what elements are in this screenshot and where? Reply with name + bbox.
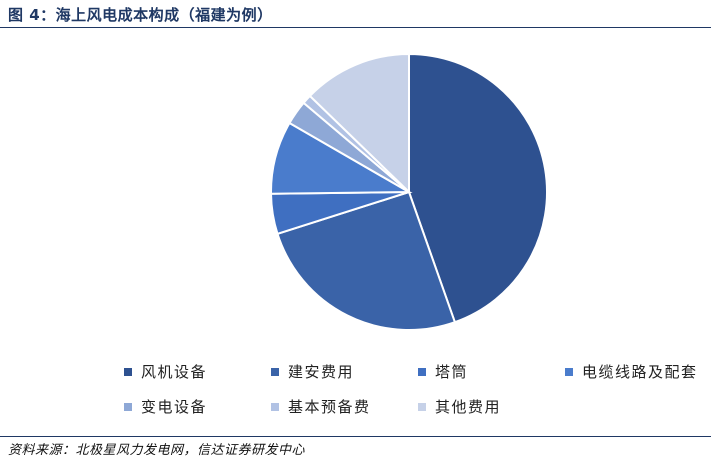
pie-slice-fan-equipment — [408, 52, 548, 324]
pie-slice-construction — [276, 190, 457, 331]
title-divider — [0, 27, 711, 28]
source-divider — [0, 436, 711, 437]
pie-slice-other — [308, 52, 410, 195]
source-note: 资料来源：北极星风力发电网，信达证券研发中心 — [8, 443, 306, 458]
figure-title: 图 4：海上风电成本构成（福建为例） — [8, 6, 273, 24]
